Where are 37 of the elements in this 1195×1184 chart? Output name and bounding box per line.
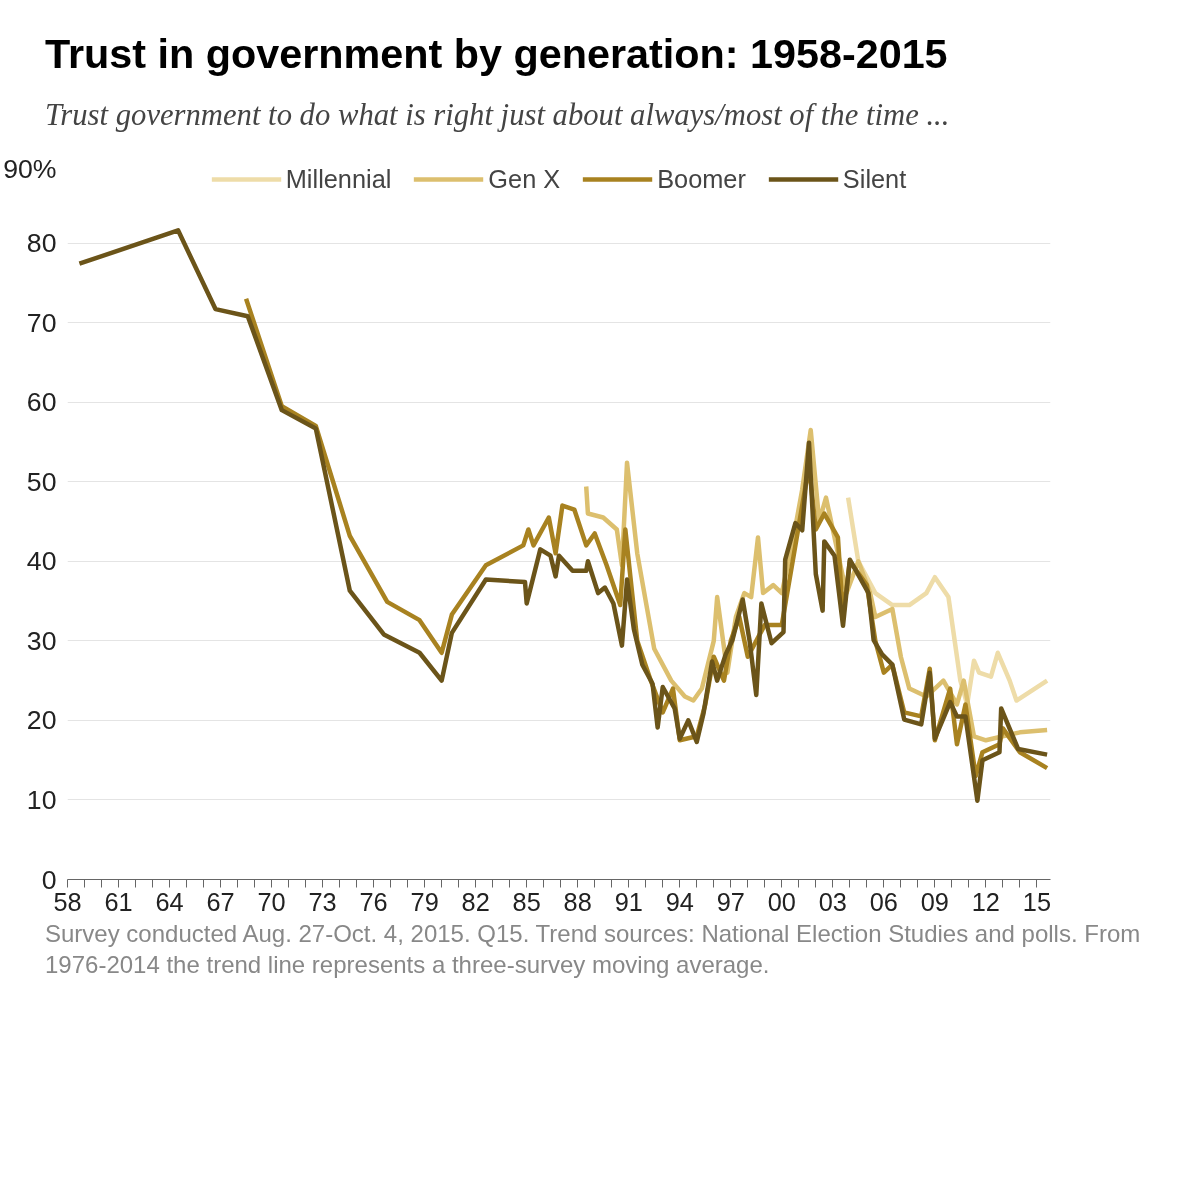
text: Survey conducted Aug. 27-Oct. 4, 2015. Q15. Trend sources: National Election Studies and polls. From 1976-2014 the trend line represents a three-survey moving average. <box>45 918 1142 981</box>
x-tick-label: 09 <box>920 887 949 916</box>
x-tick-label: 58 <box>53 887 82 916</box>
line-series <box>77 227 1050 803</box>
x-tick-label: 76 <box>359 887 388 916</box>
legend-label: Gen X <box>488 164 561 194</box>
x-tick-label: 15 <box>1022 887 1051 916</box>
y-tick-label: 60 <box>26 387 57 418</box>
x-tick-label: 79 <box>410 887 439 916</box>
x-tick-label: 00 <box>767 887 796 916</box>
legend-label: Silent <box>842 164 907 194</box>
x-tick-label: 12 <box>971 887 1000 916</box>
chart-title: Trust in government by generation: 1958-2015 <box>45 30 948 79</box>
y-tick-label: 90% <box>3 153 57 184</box>
y-tick-label: 20 <box>26 705 57 736</box>
y-tick-label: 70 <box>26 307 57 338</box>
x-tick-label: 67 <box>206 887 235 916</box>
x-tick-label: 88 <box>563 887 592 916</box>
y-tick-label: 30 <box>26 625 57 656</box>
x-tick-label: 85 <box>512 887 541 916</box>
y-tick-label: 50 <box>26 466 57 497</box>
legend-label: Millennial <box>285 164 392 194</box>
y-tick-label: 80 <box>26 227 57 258</box>
x-tick-label: 73 <box>308 887 337 916</box>
x-tick-label: 97 <box>716 887 745 916</box>
x-tick-label: 82 <box>461 887 490 916</box>
x-tick-label: 70 <box>257 887 286 916</box>
x-tick-label: 94 <box>665 887 694 916</box>
y-tick-label: 10 <box>26 784 57 815</box>
x-tick-label: 64 <box>155 887 184 916</box>
x-tick-label: 03 <box>818 887 847 916</box>
legend-label: Boomer <box>657 164 746 194</box>
x-tick-label: 61 <box>104 887 133 916</box>
chart-subtitle: Trust government to do what is right just about always/most of the time ... <box>45 97 950 135</box>
y-tick-label: 40 <box>26 546 57 577</box>
x-tick-label: 06 <box>869 887 898 916</box>
x-tick-label: 91 <box>614 887 643 916</box>
